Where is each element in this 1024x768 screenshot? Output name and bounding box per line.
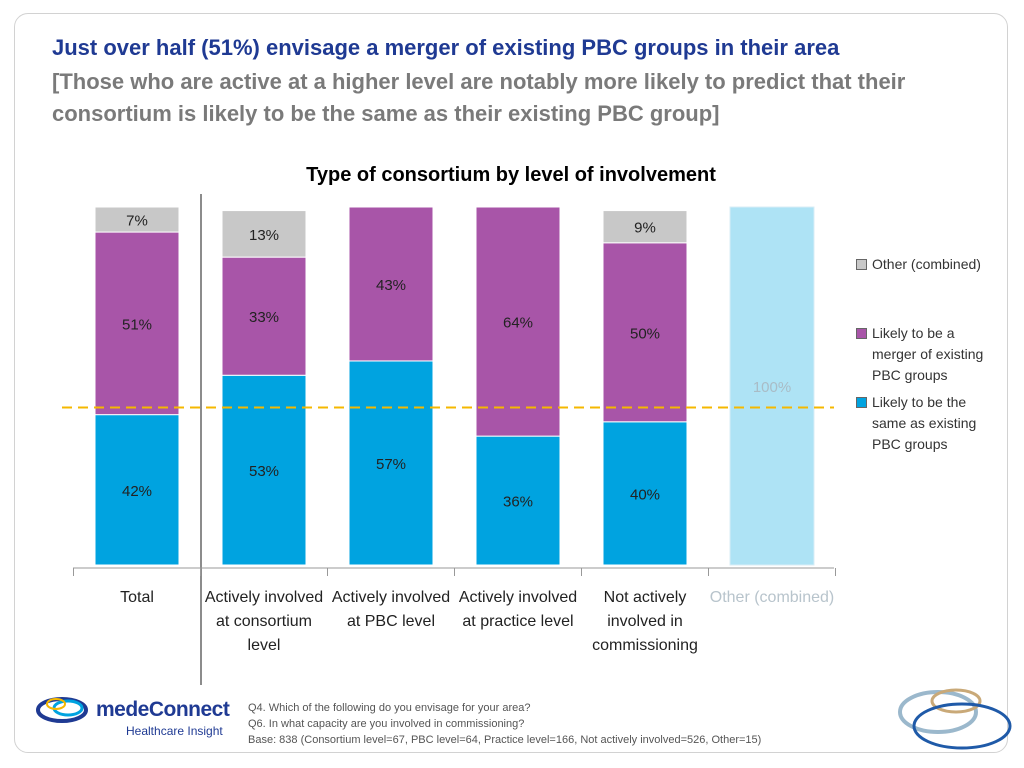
x-tick-label: Actively involved at consortium level: [204, 589, 324, 654]
bar-segment-likely-to-be-the-same-as-existing-pbc-groups: [602, 421, 688, 566]
decorative-rings-icon: [898, 688, 1012, 750]
legend-label-merger: Likely to be a merger of existing PBC gr…: [872, 325, 984, 383]
footnote-line: Q6. In what capacity are you involved in…: [248, 718, 525, 730]
data-label: 43%: [376, 277, 406, 294]
legend-label-other: Other (combined): [872, 256, 981, 272]
data-label: 13%: [249, 227, 279, 244]
legend-swatch-same: [856, 397, 867, 408]
x-tick-label: Total: [120, 589, 154, 606]
footnote-line: Base: 838 (Consortium level=67, PBC leve…: [248, 734, 762, 746]
bar-segment-likely-to-be-the-same-as-existing-pbc-groups: [475, 435, 561, 566]
data-label: 36%: [503, 494, 533, 511]
data-label: 100%: [753, 379, 791, 396]
data-label: 42%: [122, 483, 152, 500]
bar-segment-other-combined: [221, 210, 307, 258]
bar-segment-other-combined: [94, 206, 180, 233]
legend-swatch-merger: [856, 328, 867, 339]
legend-item-merger: Likely to be a merger of existing PBC gr…: [856, 323, 996, 386]
data-label: 33%: [249, 309, 279, 326]
chart-title: Type of consortium by level of involveme…: [306, 164, 716, 186]
data-label: 53%: [249, 463, 279, 480]
x-tick-label: Actively involved at practice level: [458, 589, 578, 630]
x-tick-label: Not actively involved in commissioning: [592, 589, 698, 654]
medeconnect-logo: medeConnect Healthcare Insight: [34, 692, 234, 742]
logo-tagline: Healthcare Insight: [126, 724, 223, 738]
data-label: 7%: [126, 213, 148, 230]
bar-segment-likely-to-be-a-merger-of-existing-pbc-groups: [221, 256, 307, 376]
x-tick-label: Actively involved at PBC level: [331, 589, 451, 630]
data-label: 51%: [122, 316, 152, 333]
bar-segment-likely-to-be-a-merger-of-existing-pbc-groups: [602, 242, 688, 423]
x-tick-label: Other (combined): [709, 589, 835, 606]
slide-subtitle: [Those who are active at a higher level …: [52, 69, 906, 126]
bar-segment-likely-to-be-the-same-as-existing-pbc-groups: [94, 414, 180, 566]
legend-swatch-other: [856, 259, 867, 270]
logo-name: medeConnect: [96, 698, 230, 721]
legend-label-same: Likely to be the same as existing PBC gr…: [872, 394, 977, 452]
chart-legend: Other (combined) Likely to be a merger o…: [856, 254, 996, 455]
stacked-bar-chart: 42% 51% 7% 53% 33% 13% 57% 43% 36% 64% 40% 50% 9% 100…: [62, 194, 836, 685]
bar-segment-likely-to-be-a-merger-of-existing-pbc-groups: [348, 206, 434, 362]
footnote: Q4. Which of the following do you envisa…: [248, 700, 968, 748]
legend-item-same: Likely to be the same as existing PBC gr…: [856, 392, 996, 455]
bar-segment-likely-to-be-a-merger-of-existing-pbc-groups: [475, 206, 561, 437]
bar-segment-likely-to-be-the-same-as-existing-pbc-groups: [348, 360, 434, 566]
bar-segment-other-combined: [729, 206, 815, 566]
footnote-line: Q4. Which of the following do you envisa…: [248, 702, 531, 714]
data-label: 40%: [630, 486, 660, 503]
legend-item-other: Other (combined): [856, 254, 996, 275]
data-label: 50%: [630, 325, 660, 342]
bar-segment-likely-to-be-a-merger-of-existing-pbc-groups: [94, 231, 180, 416]
slide-title: Just over half (51%) envisage a merger o…: [52, 35, 840, 60]
data-label: 64%: [503, 315, 533, 332]
logo-swirl-icon: [36, 697, 88, 723]
bar-segment-other-combined: [602, 210, 688, 244]
data-label: 9%: [634, 220, 656, 237]
data-label: 57%: [376, 456, 406, 473]
